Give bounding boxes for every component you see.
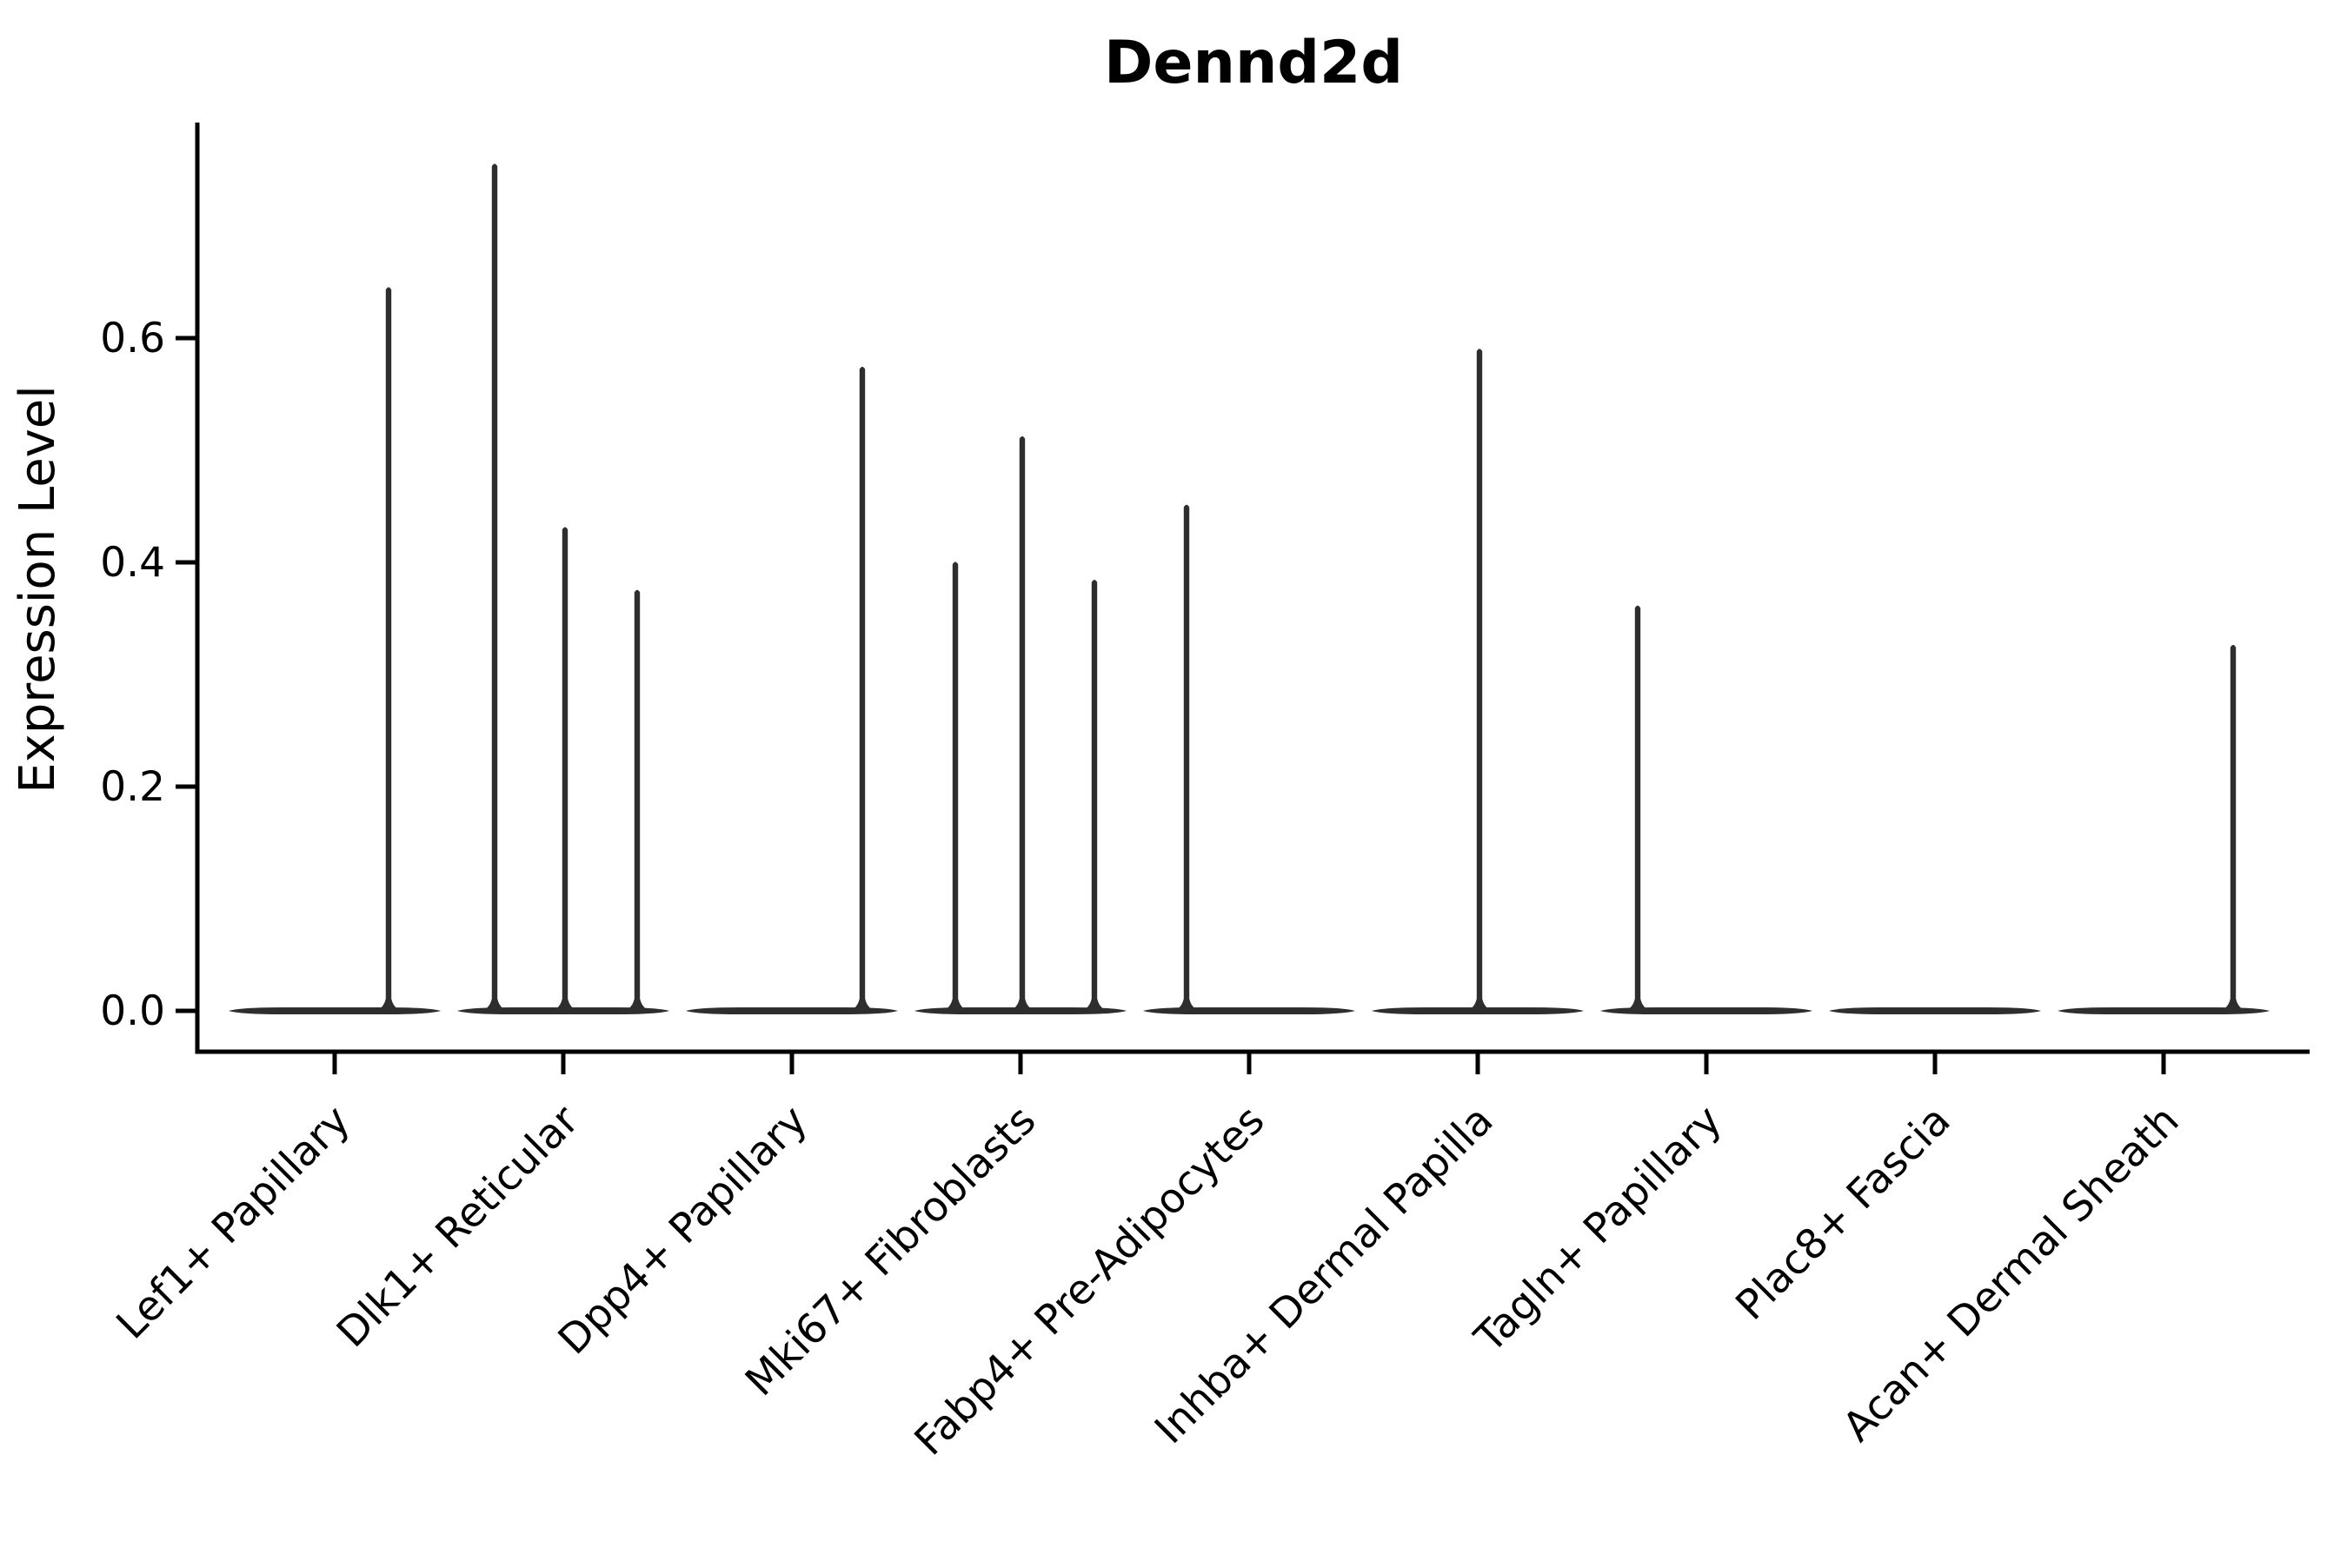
violin (1372, 349, 1584, 1014)
x-tick-label: Lef1+ Papillary (108, 1097, 360, 1349)
violin (1600, 605, 1812, 1014)
x-tick-label: Tagln+ Papillary (1466, 1097, 1732, 1363)
violin-spike (623, 589, 651, 1013)
violin-spike (941, 561, 969, 1013)
y-tick-label: 0.2 (100, 763, 165, 811)
x-tick-label: Dpp4+ Papillary (549, 1097, 817, 1365)
violin (1829, 1007, 2041, 1014)
y-axis-label: Expression Level (10, 385, 66, 794)
violin (1143, 504, 1355, 1014)
violin-baseline (686, 1007, 898, 1014)
violin-spike (1008, 436, 1036, 1013)
x-tick-label: Dlk1+ Reticular (328, 1096, 588, 1357)
violin-spike (1466, 349, 1493, 1013)
violin-spike (1624, 605, 1652, 1013)
violin-baseline (1600, 1007, 1812, 1014)
x-tick-label: Plac8+ Fascia (1727, 1097, 1960, 1330)
violin-spike (551, 527, 579, 1013)
violin (457, 163, 669, 1014)
violin (2058, 644, 2270, 1014)
violin-baseline (1143, 1007, 1355, 1014)
violins-layer (229, 163, 2270, 1014)
violin-baseline (1829, 1007, 2041, 1014)
violin-spike (848, 367, 876, 1013)
violin-spike (481, 163, 509, 1013)
y-axis: 0.0 0.2 0.4 0.6 (100, 315, 197, 1035)
violin (914, 436, 1127, 1014)
violin-baseline (2058, 1007, 2270, 1014)
violin-spike (1080, 580, 1108, 1013)
violin-baseline (229, 1007, 441, 1014)
violin-spike (2219, 644, 2247, 1013)
violin (229, 287, 441, 1014)
plot-title: Dennd2d (1104, 29, 1403, 97)
y-tick-label: 0.6 (100, 315, 165, 362)
violin (686, 367, 898, 1014)
y-tick-label: 0.0 (100, 987, 165, 1035)
y-tick-label: 0.4 (100, 539, 165, 587)
violin-spike (1173, 504, 1200, 1013)
violin-spike (375, 287, 402, 1013)
